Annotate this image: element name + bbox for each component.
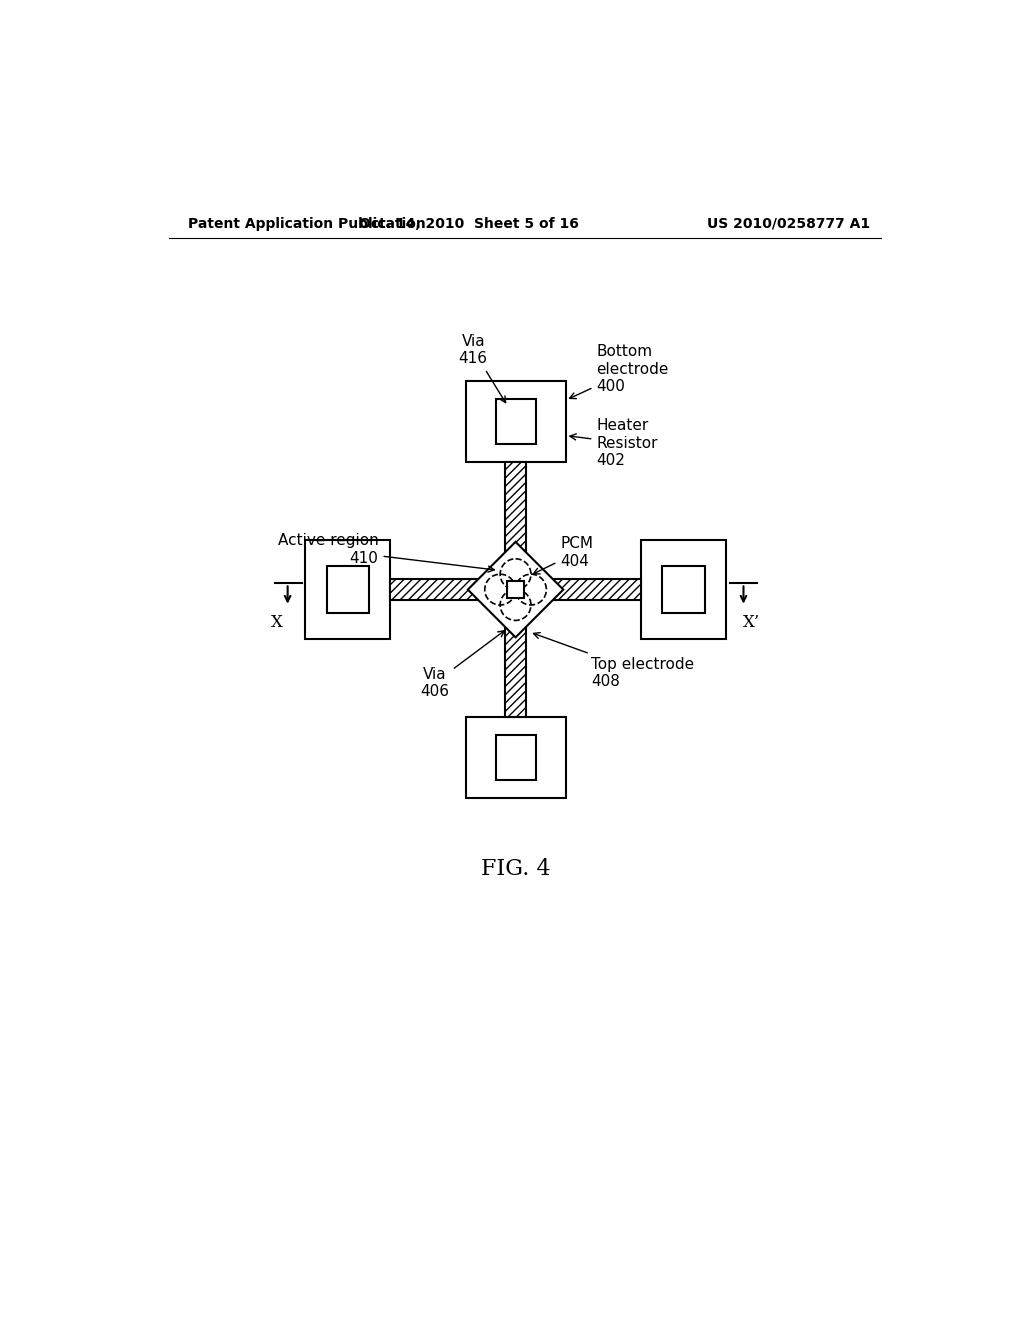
Text: Via
416: Via 416 [459,334,506,403]
Bar [466,381,565,462]
Bar [531,578,641,601]
Text: PCM
404: PCM 404 [534,536,593,574]
Text: US 2010/0258777 A1: US 2010/0258777 A1 [707,216,869,231]
Bar [466,717,565,797]
Bar [663,566,705,614]
Text: Top electrode
408: Top electrode 408 [534,632,694,689]
Bar [327,566,369,614]
Text: X: X [270,614,283,631]
Text: FIG. 4: FIG. 4 [480,858,550,880]
Bar [496,735,536,780]
Bar [496,400,536,444]
Text: Active region
410: Active region 410 [278,533,495,572]
Bar [505,462,526,574]
Bar [390,578,500,601]
Bar [505,605,526,718]
Bar [641,540,726,639]
Bar [305,540,390,639]
Text: Heater
Resistor
402: Heater Resistor 402 [570,418,657,469]
Text: Oct. 14, 2010  Sheet 5 of 16: Oct. 14, 2010 Sheet 5 of 16 [359,216,580,231]
Text: Patent Application Publication: Patent Application Publication [188,216,426,231]
Text: X’: X’ [743,614,761,631]
Text: Bottom
electrode
400: Bottom electrode 400 [569,345,669,399]
Bar [507,581,524,598]
Polygon shape [468,543,563,638]
Text: Via
406: Via 406 [420,631,505,700]
